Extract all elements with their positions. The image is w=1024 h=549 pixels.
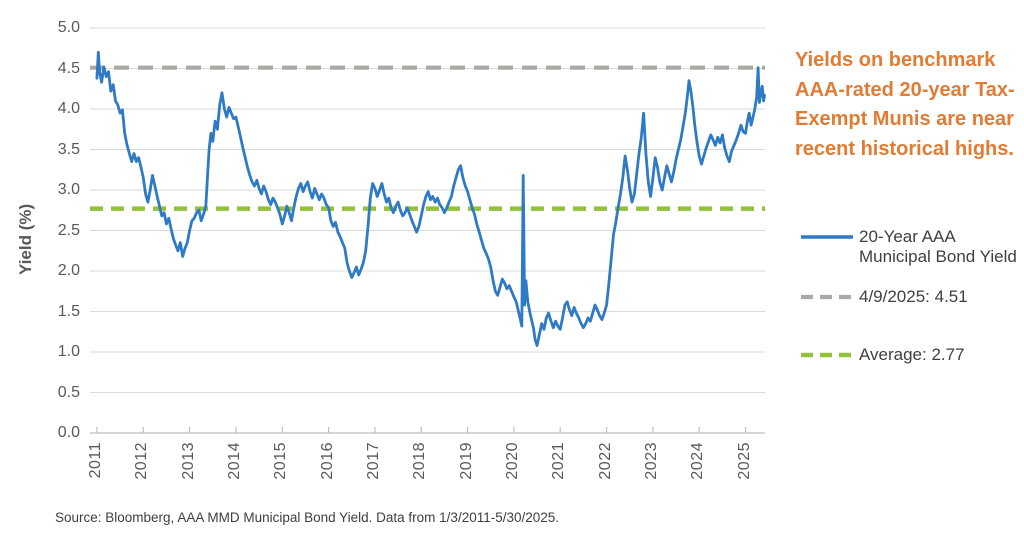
dashed-gray-swatch	[801, 294, 853, 300]
dashed-green-swatch	[801, 352, 853, 358]
y-tick-label: 5.0	[57, 19, 80, 36]
x-tick-label: 2015	[272, 442, 290, 480]
legend-label: Average: 2.77	[859, 345, 965, 364]
x-tick-label: 2014	[225, 442, 243, 480]
y-tick-label: 2.5	[57, 221, 80, 239]
y-tick-label: 3.5	[57, 140, 80, 158]
source-note: Source: Bloomberg, AAA MMD Municipal Bon…	[55, 510, 560, 525]
y-tick-label: 4.0	[57, 100, 80, 117]
legend-item-series: 20-Year AAA Municipal Bond Yield	[800, 227, 1017, 267]
plot-area	[90, 27, 766, 434]
y-tick-label: 4.5	[57, 59, 80, 77]
legend-item-average: Average: 2.77	[800, 345, 965, 365]
x-tick-label: 2019	[457, 442, 475, 480]
legend-item-high: 4/9/2025: 4.51	[800, 287, 968, 307]
x-tick-label: 2016	[318, 442, 336, 480]
x-tick-label: 2017	[364, 442, 382, 480]
x-tick-label: 2018	[411, 442, 429, 480]
x-tick-label: 2011	[86, 442, 104, 479]
headline: Yields on benchmark AAA-rated 20-year Ta…	[795, 46, 1019, 164]
headline-line: AAA-rated 20-year Tax-	[795, 78, 1015, 101]
y-tick-label: 0.0	[57, 424, 80, 441]
y-tick-label: 1.5	[57, 302, 80, 320]
x-tick-label: 2013	[179, 442, 197, 480]
legend-label: 4/9/2025: 4.51	[859, 287, 968, 306]
y-tick-label: 1.0	[57, 343, 80, 360]
y-tick-label: 0.5	[57, 383, 80, 401]
y-tick-label: 2.0	[57, 262, 80, 279]
y-tick-label: 3.0	[57, 181, 80, 198]
x-tick-label: 2020	[503, 442, 521, 480]
x-tick-label: 2021	[550, 442, 568, 480]
headline-line: recent historical highs.	[795, 137, 1014, 160]
yield-line-series	[95, 50, 766, 347]
series-line-swatch	[801, 235, 853, 239]
side-panel: Yields on benchmark AAA-rated 20-year Ta…	[794, 0, 1020, 549]
x-tick-label: 2023	[642, 442, 660, 480]
legend-label: 20-Year AAA Municipal Bond Yield	[859, 227, 1017, 266]
x-tick-label: 2012	[133, 442, 151, 480]
headline-line: Yields on benchmark	[795, 49, 996, 71]
headline-line: Exempt Munis are near	[795, 108, 1014, 130]
x-tick-label: 2024	[689, 442, 707, 480]
x-tick-label: 2025	[735, 442, 753, 480]
x-tick-label: 2022	[596, 442, 614, 480]
